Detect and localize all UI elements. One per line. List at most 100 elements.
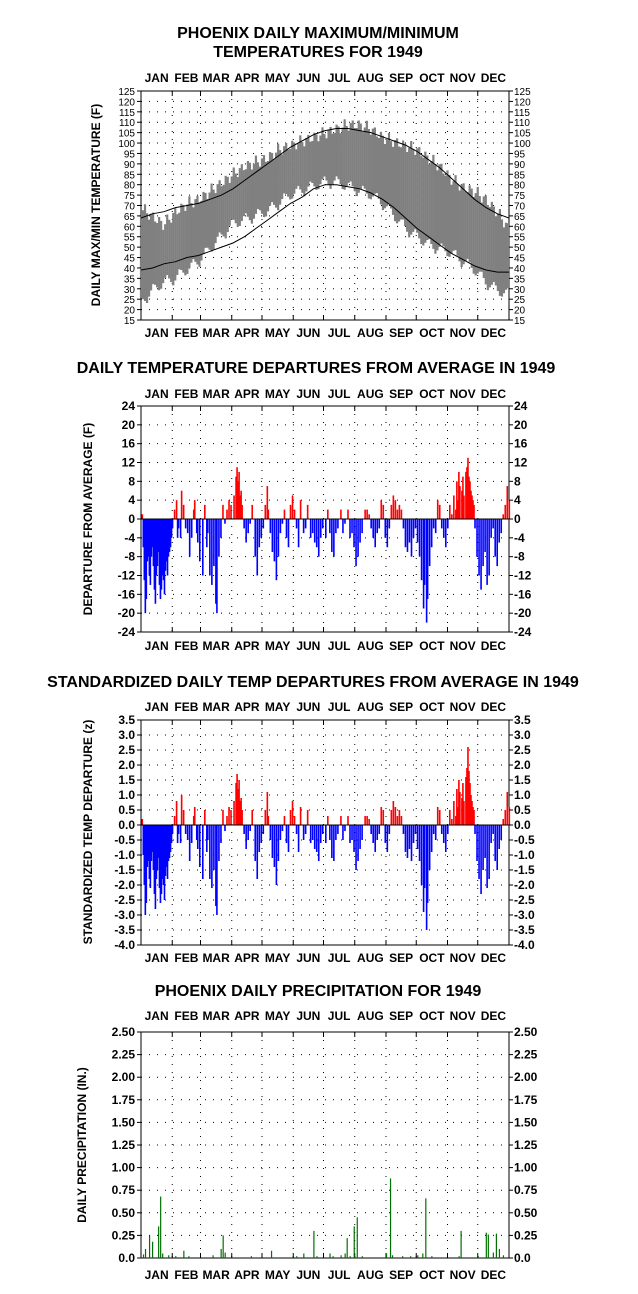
y-tick-label-right: -1.0 [514, 848, 535, 862]
negative-departure-bar [351, 825, 353, 840]
negative-departure-bar [418, 825, 421, 861]
negative-departure-bar [420, 825, 423, 885]
negative-departure-bar [425, 519, 428, 623]
month-label-may: MAY [265, 387, 291, 401]
negative-departure-bar [440, 825, 443, 834]
y-tick-label-right: 1.0 [514, 788, 531, 802]
standardized-month-labels-top: JAN FEB MAR APR MAY JUN JUL AUG SEP OCT NOV DEC [145, 700, 507, 714]
negative-departure-bar [184, 825, 187, 834]
negative-departure-bar [165, 519, 168, 562]
negative-departure-bar [160, 519, 163, 590]
y-tick-label-left: -0.5 [114, 833, 135, 847]
positive-departure-bar [398, 504, 401, 519]
positive-departure-bar [436, 807, 439, 825]
negative-departure-bar [302, 825, 305, 840]
y-tick-label-right: 20 [514, 418, 528, 432]
month-label-dec: DEC [481, 1009, 507, 1023]
negative-departure-bar [163, 519, 166, 595]
negative-departure-bar [169, 519, 172, 548]
negative-departure-bar [480, 825, 482, 894]
positive-departure-bar [141, 514, 144, 519]
y-tick-label-right: 16 [514, 437, 528, 451]
y-tick-label-left: 35 [124, 274, 136, 285]
negative-departure-bar [196, 519, 199, 543]
negative-departure-bar [188, 519, 191, 557]
temp-month-labels-bottom: JAN FEB MAR APR MAY JUN JUL AUG SEP OCT NOV DEC [145, 326, 507, 340]
month-label-mar: MAR [202, 700, 230, 714]
negative-departure-bar [426, 825, 429, 903]
negative-departure-bar [179, 519, 182, 538]
y-tick-label-left: -4 [124, 531, 135, 545]
month-label-nov: NOV [450, 700, 476, 714]
standardized-plot-frame [140, 719, 510, 946]
negative-departure-bar [476, 519, 478, 557]
negative-departure-bar [342, 825, 344, 840]
negative-departure-bar [317, 825, 320, 861]
negative-departure-bar [333, 825, 335, 861]
positive-departure-bar [289, 810, 292, 825]
month-label-feb: FEB [174, 326, 198, 340]
y-tick-label-right: -3.0 [514, 908, 535, 922]
negative-departure-bar [168, 825, 171, 858]
negative-departure-bar [277, 519, 280, 557]
temp-data-layer [139, 119, 510, 304]
temp-y-ticks-right: 1520253035404550556065707580859095100105… [509, 87, 531, 327]
negative-departure-bar [404, 825, 407, 852]
negative-departure-bar [353, 519, 355, 548]
month-label-jun: JUN [296, 71, 320, 85]
negative-departure-bar [154, 825, 157, 909]
positive-departure-bar [472, 807, 474, 825]
negative-departure-bar [142, 519, 145, 548]
month-label-nov: NOV [450, 326, 476, 340]
month-label-jan: JAN [145, 700, 169, 714]
negative-departure-bar [145, 825, 148, 903]
negative-departure-bar [154, 519, 157, 604]
month-label-aug: AUG [357, 951, 384, 965]
negative-departure-bar [311, 519, 314, 534]
month-label-mar: MAR [202, 951, 230, 965]
negative-departure-bar [416, 519, 419, 543]
positive-departure-bar [392, 801, 395, 825]
negative-departure-bar [474, 519, 476, 529]
negative-departure-bar [444, 519, 447, 548]
positive-departure-bar [506, 792, 509, 825]
negative-departure-bar [331, 825, 333, 858]
positive-departure-bar [236, 774, 238, 825]
negative-departure-bar [167, 825, 170, 861]
normal-max-line [140, 128, 510, 219]
y-tick-label-right: 90 [514, 160, 526, 171]
negative-departure-bar [171, 825, 174, 834]
positive-departure-bar [235, 783, 237, 825]
negative-departure-bar [147, 519, 150, 557]
positive-departure-bar [400, 816, 403, 825]
y-tick-label-right: 105 [514, 129, 531, 140]
positive-departure-bar [291, 495, 294, 519]
y-tick-label-right: 1.50 [514, 1115, 538, 1129]
positive-departure-bar [180, 490, 183, 519]
positive-departure-bar [192, 816, 195, 825]
positive-departure-bar [451, 514, 453, 519]
month-label-sep: SEP [389, 1268, 413, 1282]
month-label-mar: MAR [202, 326, 230, 340]
negative-departure-bar [410, 825, 413, 861]
y-tick-label-right: 1.75 [514, 1093, 538, 1107]
y-tick-label-right: 75 [514, 191, 526, 202]
positive-departure-bar [230, 504, 232, 519]
positive-departure-bar [380, 807, 383, 825]
positive-departure-bar [396, 509, 399, 519]
negative-departure-bar [148, 519, 151, 576]
month-label-feb: FEB [174, 951, 198, 965]
negative-departure-bar [386, 519, 389, 548]
negative-departure-bar [209, 519, 211, 576]
y-tick-label-right: 3.0 [514, 728, 531, 742]
positive-departure-bar [438, 810, 441, 825]
negative-departure-bar [349, 519, 351, 538]
temp-month-labels-top: JAN FEB MAR APR MAY JUN JUL AUG SEP OCT NOV DEC [145, 71, 507, 85]
precipitation-month-labels-top: JAN FEB MAR APR MAY JUN JUL AUG SEP OCT NOV DEC [145, 1009, 507, 1023]
negative-departure-bar [161, 519, 164, 576]
month-label-jan: JAN [145, 387, 169, 401]
negative-departure-bar [220, 519, 222, 538]
y-tick-label-left: 3.0 [118, 728, 135, 742]
negative-departure-bar [281, 825, 284, 831]
positive-departure-bar [222, 810, 224, 825]
